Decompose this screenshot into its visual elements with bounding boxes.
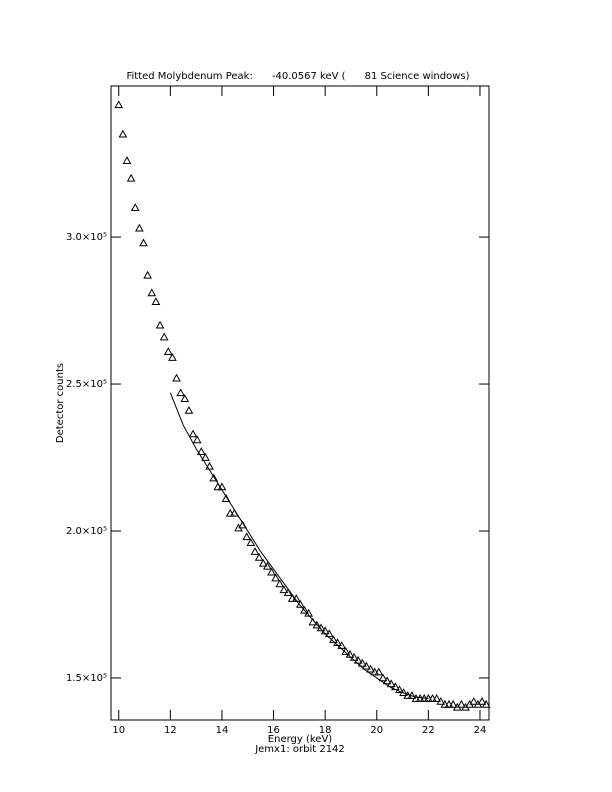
fit-line — [169, 392, 429, 700]
y-tick-label: 2.5×10⁵ — [66, 379, 107, 390]
y-axis-label: Detector counts — [55, 363, 66, 443]
data-point — [477, 696, 487, 705]
data-point — [440, 699, 450, 708]
data-point — [242, 532, 252, 541]
data-point — [180, 394, 190, 403]
subtitle: Jemx1: orbit 2142 — [254, 744, 345, 755]
data-point — [225, 508, 235, 517]
data-point — [114, 100, 124, 109]
data-point — [155, 320, 165, 329]
y-tick-label: 2.0×10⁵ — [66, 526, 107, 537]
data-point — [428, 694, 437, 702]
data-point — [353, 655, 363, 664]
data-point — [188, 429, 198, 438]
x-tick-label: 16 — [267, 725, 280, 736]
x-tick-label: 22 — [422, 725, 435, 736]
data-point — [300, 605, 309, 614]
chart-title: Fitted Molybdenum Peak: -40.0567 keV ( 8… — [126, 71, 469, 82]
x-axis-label: Energy (keV) — [268, 734, 333, 745]
data-point — [258, 558, 268, 567]
x-tick-label: 18 — [319, 725, 332, 736]
data-point — [168, 353, 177, 361]
data-point — [370, 667, 380, 676]
data-point — [246, 538, 256, 547]
data-point — [324, 629, 334, 638]
x-tick-label: 24 — [474, 725, 487, 736]
data-point — [271, 573, 280, 582]
data-point — [209, 473, 219, 482]
x-tick-label: 20 — [370, 725, 383, 736]
data-point — [436, 696, 446, 705]
data-point — [283, 588, 293, 597]
data-point — [184, 405, 194, 414]
data-point — [139, 238, 148, 247]
data-point — [481, 699, 491, 708]
data-point — [448, 699, 458, 708]
data-point — [287, 594, 297, 602]
data-point — [130, 203, 140, 211]
y-tick-label: 1.5×10⁵ — [66, 673, 107, 684]
data-point — [263, 561, 272, 570]
data-point — [345, 649, 355, 658]
data-point — [192, 435, 202, 444]
data-point — [159, 332, 169, 341]
data-point — [432, 694, 441, 702]
data-point — [374, 667, 384, 676]
data-point — [163, 347, 173, 356]
data-point — [143, 270, 152, 279]
data-point — [254, 552, 264, 561]
data-point — [126, 173, 136, 182]
data-point — [147, 288, 157, 297]
x-tick-label: 10 — [112, 725, 125, 736]
data-point — [366, 664, 375, 673]
y-tick-label: 3.0×10⁵ — [66, 232, 107, 243]
x-tick-label: 14 — [216, 725, 229, 736]
data-point — [469, 696, 479, 705]
data-point — [201, 452, 210, 461]
data-point — [250, 547, 260, 555]
data-point — [275, 579, 285, 588]
data-point — [205, 461, 214, 470]
data-point — [395, 685, 404, 694]
data-point — [279, 585, 289, 594]
data-point — [382, 676, 392, 685]
data-point — [378, 673, 388, 682]
data-point — [267, 567, 276, 576]
data-point — [386, 679, 396, 688]
data-point — [196, 447, 206, 455]
data-point — [176, 388, 186, 397]
plot-frame — [110, 85, 490, 721]
data-point — [457, 699, 466, 708]
data-point — [357, 658, 367, 667]
data-point — [151, 297, 161, 306]
data-point — [118, 129, 128, 138]
data-point — [122, 156, 132, 164]
data-point — [135, 223, 144, 232]
data-point — [362, 661, 371, 670]
data-point — [411, 694, 421, 702]
data-point — [312, 620, 322, 629]
data-point — [172, 373, 181, 382]
x-tick-label: 12 — [164, 725, 177, 736]
data-point — [444, 699, 454, 708]
